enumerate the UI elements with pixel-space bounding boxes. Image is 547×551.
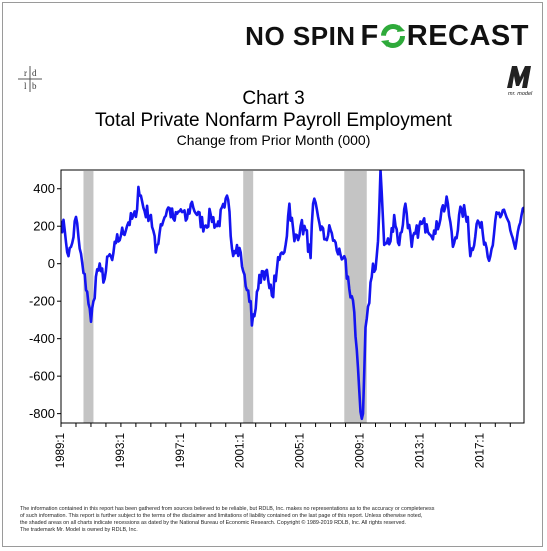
rdlb-logo: r d l b <box>18 66 42 92</box>
x-tick-label-5: 2005:1 <box>295 433 307 468</box>
y-tick-label-4: -200 <box>29 294 55 309</box>
y-tick-label-6: -600 <box>29 369 55 384</box>
disclaimer-line-2: of such information. This report is furt… <box>20 513 423 519</box>
recycle-arrows-icon <box>380 24 405 48</box>
mr-model-logo: mr. model <box>507 66 533 96</box>
disclaimer: The information contained in this report… <box>20 506 535 534</box>
chart-subtitle2: Change from Prior Month (000) <box>176 132 371 148</box>
svg-text:mr. model: mr. model <box>508 91 533 96</box>
plot-area <box>61 170 524 423</box>
y-tick-label-7: -800 <box>29 406 55 421</box>
x-tick-label-6: 2009:1 <box>355 433 367 468</box>
y-tick-label-2: 200 <box>33 219 55 234</box>
y-tick-label-5: -400 <box>29 331 55 346</box>
plot-border <box>60 169 525 424</box>
chart-titles: Chart 3 Total Private Nonfarm Payroll Em… <box>0 88 547 149</box>
x-tick-label-2: 1993:1 <box>115 433 127 468</box>
svg-text:l: l <box>24 81 27 91</box>
brand-part2-prefix: F <box>360 20 379 52</box>
brand-part2-suffix: RECAST <box>406 20 529 52</box>
disclaimer-line-4: The trademark Mr. Model is owned by RDLB… <box>20 527 138 533</box>
recession-band-3 <box>344 171 367 423</box>
x-tick-label-1: 1989:1 <box>55 433 67 468</box>
x-tick-label-3: 1997:1 <box>175 433 187 468</box>
x-tick-label-4: 2001:1 <box>235 433 247 468</box>
disclaimer-line-3: the shaded areas on all charts indicate … <box>20 520 407 526</box>
svg-text:d: d <box>32 68 37 78</box>
y-tick-label-1: 400 <box>33 181 55 196</box>
svg-text:r: r <box>24 68 27 78</box>
brand-part1: NO SPIN <box>245 21 356 51</box>
series-line <box>61 170 524 421</box>
disclaimer-line-1: The information contained in this report… <box>20 506 435 512</box>
page-frame <box>2 2 543 547</box>
y-tick-label-3: 0 <box>48 256 55 271</box>
x-tick-label-7: 2013:1 <box>414 433 426 468</box>
svg-text:b: b <box>32 81 37 91</box>
x-tick-label-8: 2017:1 <box>474 433 486 468</box>
chart-title: Chart 3 <box>242 88 305 109</box>
chart-subtitle: Total Private Nonfarm Payroll Employment <box>95 110 452 131</box>
brand-logo: NO SPIN F RECAST <box>245 20 529 53</box>
